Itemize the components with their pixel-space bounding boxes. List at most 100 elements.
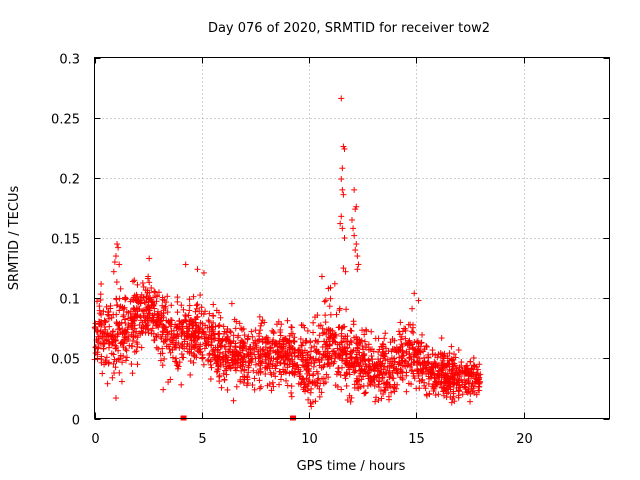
data-point xyxy=(157,357,164,364)
data-point xyxy=(438,335,445,342)
data-point xyxy=(347,338,354,345)
y-tick-label: 0.3 xyxy=(59,53,80,68)
data-point xyxy=(159,321,166,328)
data-point xyxy=(270,370,277,377)
data-point xyxy=(129,278,136,285)
data-point xyxy=(140,312,147,319)
data-point xyxy=(343,382,350,389)
data-point xyxy=(275,349,282,356)
data-point xyxy=(104,380,111,387)
data-point xyxy=(131,277,138,284)
data-point xyxy=(387,339,394,346)
data-point xyxy=(199,351,206,358)
data-point xyxy=(281,360,288,367)
data-point xyxy=(133,328,140,335)
data-point xyxy=(311,343,318,350)
data-point xyxy=(92,350,99,357)
data-point xyxy=(409,305,416,312)
data-point xyxy=(149,325,156,332)
data-point xyxy=(117,285,124,292)
data-point xyxy=(319,325,326,332)
data-point xyxy=(141,299,148,306)
data-point xyxy=(123,347,130,354)
data-point xyxy=(116,307,123,314)
data-point xyxy=(282,368,289,375)
data-point xyxy=(298,342,305,349)
data-point xyxy=(361,331,368,338)
data-point xyxy=(251,351,258,358)
data-point xyxy=(382,330,389,337)
data-point xyxy=(372,398,379,405)
data-points xyxy=(91,95,484,421)
data-point xyxy=(244,376,251,383)
data-point xyxy=(157,350,164,357)
data-point xyxy=(248,328,255,335)
data-point xyxy=(262,371,269,378)
data-point xyxy=(451,351,458,358)
data-point xyxy=(419,369,426,376)
data-point xyxy=(266,381,273,388)
data-point xyxy=(99,335,106,342)
data-point xyxy=(348,327,355,334)
data-point xyxy=(121,304,128,311)
data-point xyxy=(347,327,354,334)
data-point xyxy=(445,381,452,388)
data-point xyxy=(209,347,216,354)
data-point xyxy=(375,397,382,404)
axis-ticks xyxy=(94,57,610,420)
x-tick-label: 15 xyxy=(408,432,425,447)
x-tick-label: 0 xyxy=(91,432,99,447)
data-point xyxy=(380,391,387,398)
data-point xyxy=(168,317,175,324)
data-point xyxy=(355,341,362,348)
data-point xyxy=(216,373,223,380)
data-point xyxy=(168,302,175,309)
data-point xyxy=(309,379,316,386)
data-point xyxy=(434,354,441,361)
data-point xyxy=(161,324,168,331)
data-point xyxy=(256,338,263,345)
data-point xyxy=(249,355,256,362)
data-point xyxy=(168,321,175,328)
data-point xyxy=(199,320,206,327)
data-point xyxy=(216,372,223,379)
data-point xyxy=(148,302,155,309)
data-point xyxy=(113,344,120,351)
data-point xyxy=(333,311,340,318)
data-point xyxy=(357,370,364,377)
data-point xyxy=(102,357,109,364)
data-point xyxy=(165,318,172,325)
data-point xyxy=(98,353,105,360)
data-point xyxy=(295,352,302,359)
data-point xyxy=(234,334,241,341)
data-point xyxy=(236,320,243,327)
data-point xyxy=(205,317,212,324)
data-point xyxy=(112,364,119,371)
data-point xyxy=(146,310,153,317)
data-point xyxy=(423,342,430,349)
data-point xyxy=(233,383,240,390)
data-point xyxy=(267,357,274,364)
data-point xyxy=(164,309,171,316)
data-point xyxy=(104,309,111,316)
data-point xyxy=(413,354,420,361)
data-point xyxy=(118,339,125,346)
data-point xyxy=(267,344,274,351)
data-point xyxy=(201,345,208,352)
data-point xyxy=(197,292,204,299)
data-point xyxy=(245,369,252,376)
data-point xyxy=(456,388,463,395)
data-point xyxy=(459,391,466,398)
data-point xyxy=(232,364,239,371)
data-point xyxy=(470,354,477,361)
data-point xyxy=(100,345,107,352)
data-point xyxy=(448,357,455,364)
data-point xyxy=(372,365,379,372)
data-point xyxy=(327,311,334,318)
data-point xyxy=(475,380,482,387)
data-point xyxy=(206,310,213,317)
data-point xyxy=(152,318,159,325)
data-point xyxy=(108,314,115,321)
data-point xyxy=(338,386,345,393)
data-point xyxy=(383,380,390,387)
